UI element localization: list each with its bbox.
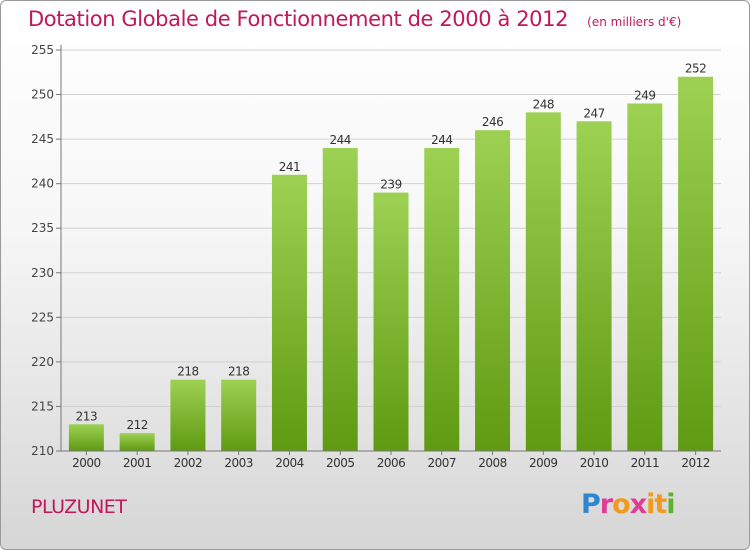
axes: 210 215 220 225 230 235 240 245 250 255 2000 2001 20… xyxy=(31,43,721,470)
x-tick-label: 2012 xyxy=(681,456,710,470)
y-tick-label: 215 xyxy=(31,399,54,413)
logo-letter: t xyxy=(654,489,667,520)
data-label: 249 xyxy=(634,88,655,102)
x-tick-label: 2004 xyxy=(275,456,304,470)
data-label: 244 xyxy=(431,133,452,147)
data-label: 218 xyxy=(228,365,249,379)
bar xyxy=(424,148,460,451)
logo-letter: o xyxy=(612,489,631,520)
data-label: 213 xyxy=(76,409,97,423)
data-label: 246 xyxy=(482,115,503,129)
bar xyxy=(475,130,511,451)
x-tick-label: 2008 xyxy=(478,456,507,470)
bar xyxy=(678,76,714,451)
x-tick-label: 2009 xyxy=(529,456,558,470)
logo-letter: i xyxy=(646,489,655,520)
bar xyxy=(373,192,409,452)
bar xyxy=(119,433,155,451)
x-tick-label: 2000 xyxy=(72,456,101,470)
y-tick-label: 240 xyxy=(31,177,54,191)
logo-letter: i xyxy=(666,489,675,520)
bar xyxy=(627,103,663,451)
x-tick-label: 2005 xyxy=(326,456,355,470)
chart-subtitle: (en milliers d'€) xyxy=(587,15,682,29)
y-tick-label: 230 xyxy=(31,266,54,280)
bars: 213 212 218 218 241 244 239 244 246 248 247 249 252 xyxy=(68,62,714,452)
x-tick-label: 2011 xyxy=(631,456,660,470)
y-tick-label: 210 xyxy=(31,444,54,458)
x-tick-label: 2003 xyxy=(224,456,253,470)
bar xyxy=(221,379,257,451)
data-label: 247 xyxy=(583,106,604,120)
logo-letter: x xyxy=(629,489,647,520)
data-label: 244 xyxy=(330,133,351,147)
x-tick-label: 2001 xyxy=(123,456,152,470)
y-tick-label: 250 xyxy=(31,88,54,102)
logo-letter: r xyxy=(599,489,613,520)
data-label: 218 xyxy=(177,365,198,379)
x-tick-label: 2002 xyxy=(174,456,203,470)
x-tick-label: 2007 xyxy=(427,456,456,470)
data-label: 248 xyxy=(533,97,554,111)
y-tick-label: 255 xyxy=(31,43,54,57)
bar xyxy=(271,174,307,451)
chart-title: Dotation Globale de Fonctionnement de 20… xyxy=(28,7,569,31)
y-tick-label: 235 xyxy=(31,221,54,235)
data-label: 252 xyxy=(685,62,706,76)
y-tick-label: 225 xyxy=(31,310,54,324)
bar xyxy=(525,112,561,451)
data-label: 212 xyxy=(126,418,147,432)
logo-letter: P xyxy=(581,489,601,520)
bar xyxy=(322,148,358,451)
data-label: 239 xyxy=(380,178,401,192)
bar xyxy=(576,121,612,452)
y-tick-label: 245 xyxy=(31,132,54,146)
title-row: Dotation Globale de Fonctionnement de 20… xyxy=(28,7,681,31)
commune-name: PLUZUNET xyxy=(31,496,127,518)
bar xyxy=(170,379,206,451)
y-tick-label: 220 xyxy=(31,355,54,369)
bar xyxy=(68,424,104,451)
proxiti-logo[interactable]: Proxiti xyxy=(581,489,676,520)
x-tick-label: 2010 xyxy=(580,456,609,470)
x-tick-label: 2006 xyxy=(377,456,406,470)
data-label: 241 xyxy=(279,160,300,174)
